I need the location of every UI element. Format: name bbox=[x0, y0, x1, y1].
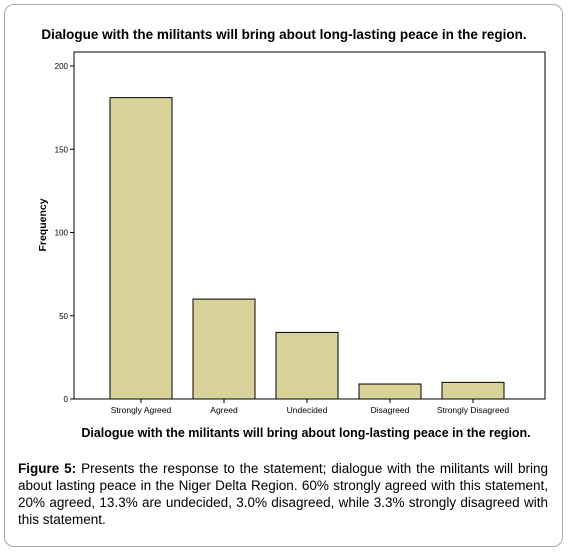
x-tick-label: Strongly Disagreed bbox=[437, 405, 510, 415]
figure-caption: Figure 5: Presents the response to the s… bbox=[18, 460, 548, 528]
bar bbox=[441, 381, 505, 400]
y-tick-label: 50 bbox=[59, 312, 68, 321]
bar-chart: 0 50 100 150 200 Strongly Agreed Agreed Undecid… bbox=[55, 51, 546, 415]
x-tick-label: Disagreed bbox=[371, 405, 410, 415]
bar bbox=[192, 298, 256, 400]
x-tick-label: Agreed bbox=[210, 405, 238, 415]
y-axis-label: Frequency bbox=[37, 198, 49, 252]
x-axis-label: Dialogue with the militants will bring a… bbox=[81, 426, 531, 440]
bar bbox=[358, 383, 422, 400]
figure-frame bbox=[4, 4, 563, 547]
y-tick-label: 0 bbox=[64, 395, 69, 404]
figure-label: Figure 5: bbox=[18, 461, 77, 476]
y-tick-label: 100 bbox=[55, 229, 69, 238]
y-tick-label: 200 bbox=[55, 62, 69, 71]
bar bbox=[275, 331, 339, 400]
chart-title: Dialogue with the militants will bring a… bbox=[41, 27, 527, 42]
x-tick-label: Undecided bbox=[287, 405, 328, 415]
y-tick-label: 150 bbox=[55, 145, 69, 154]
bar bbox=[109, 97, 173, 400]
x-tick-label: Strongly Agreed bbox=[111, 405, 172, 415]
caption-text: Presents the response to the statement; … bbox=[18, 461, 548, 527]
